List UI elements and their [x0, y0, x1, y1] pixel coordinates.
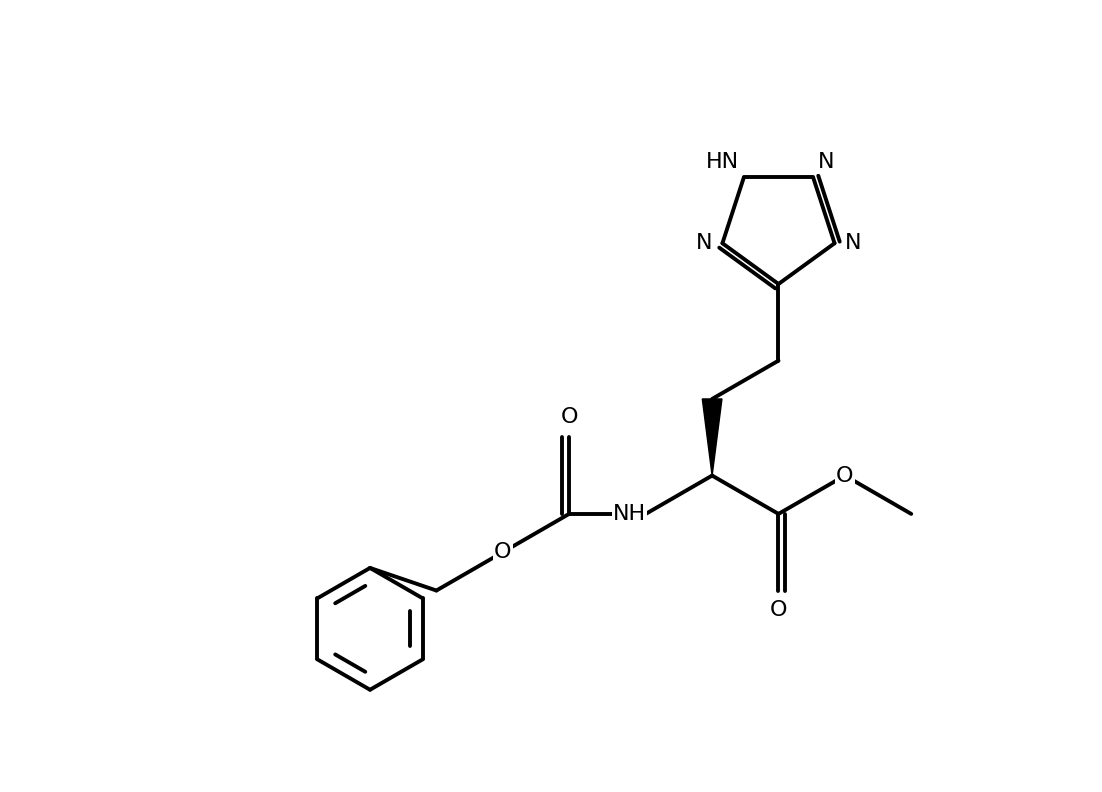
Text: HN: HN [705, 152, 739, 173]
Polygon shape [702, 399, 722, 475]
Text: O: O [561, 407, 577, 428]
Text: O: O [836, 466, 854, 485]
Text: N: N [844, 234, 861, 253]
Text: O: O [769, 600, 787, 620]
Text: N: N [818, 152, 834, 173]
Text: O: O [494, 543, 511, 562]
Text: NH: NH [613, 504, 646, 524]
Text: N: N [696, 234, 713, 253]
